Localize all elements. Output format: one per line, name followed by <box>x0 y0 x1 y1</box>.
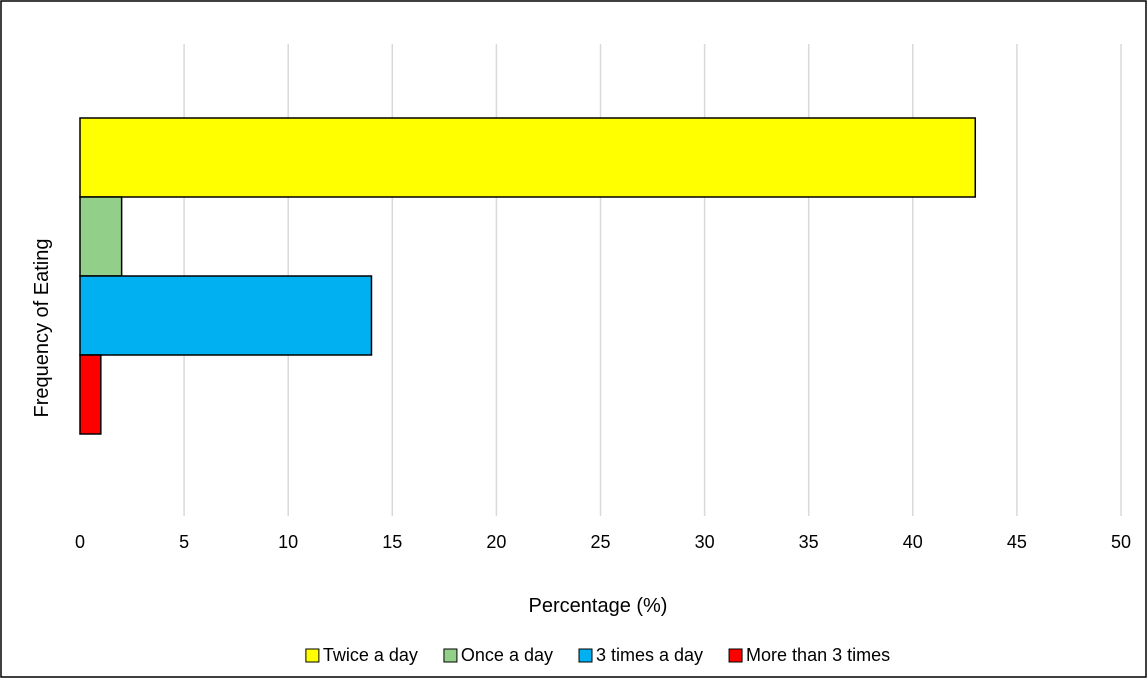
legend-label: More than 3 times <box>746 645 890 665</box>
x-tick-label: 25 <box>590 532 610 552</box>
legend-swatch <box>305 648 320 663</box>
bars <box>79 117 977 435</box>
x-tick-label: 35 <box>799 532 819 552</box>
bar-more-than-3-times <box>79 354 102 435</box>
x-tick-label: 40 <box>903 532 923 552</box>
x-tick-label: 10 <box>278 532 298 552</box>
x-tick-label: 50 <box>1111 532 1131 552</box>
legend-label: Twice a day <box>323 645 418 665</box>
x-tick-label: 15 <box>382 532 402 552</box>
legend-swatch <box>578 648 593 663</box>
x-tick-labels: 0 5 10 15 20 25 30 35 40 45 50 <box>75 532 1131 552</box>
bar-3-times-a-day <box>79 275 373 356</box>
y-axis-title: Frequency of Eating <box>31 239 53 418</box>
x-tick-label: 45 <box>1007 532 1027 552</box>
legend-swatch <box>728 648 743 663</box>
bar-once-a-day <box>79 196 123 277</box>
bar-twice-a-day <box>79 117 977 198</box>
legend-label: 3 times a day <box>596 645 703 665</box>
legend: Twice a day Once a day 3 times a day More t… <box>305 645 890 665</box>
legend-swatch <box>443 648 458 663</box>
x-tick-label: 30 <box>695 532 715 552</box>
x-tick-label: 0 <box>75 532 85 552</box>
x-tick-label: 5 <box>179 532 189 552</box>
legend-label: Once a day <box>461 645 553 665</box>
x-tick-label: 20 <box>486 532 506 552</box>
x-axis-title: Percentage (%) <box>529 595 668 617</box>
